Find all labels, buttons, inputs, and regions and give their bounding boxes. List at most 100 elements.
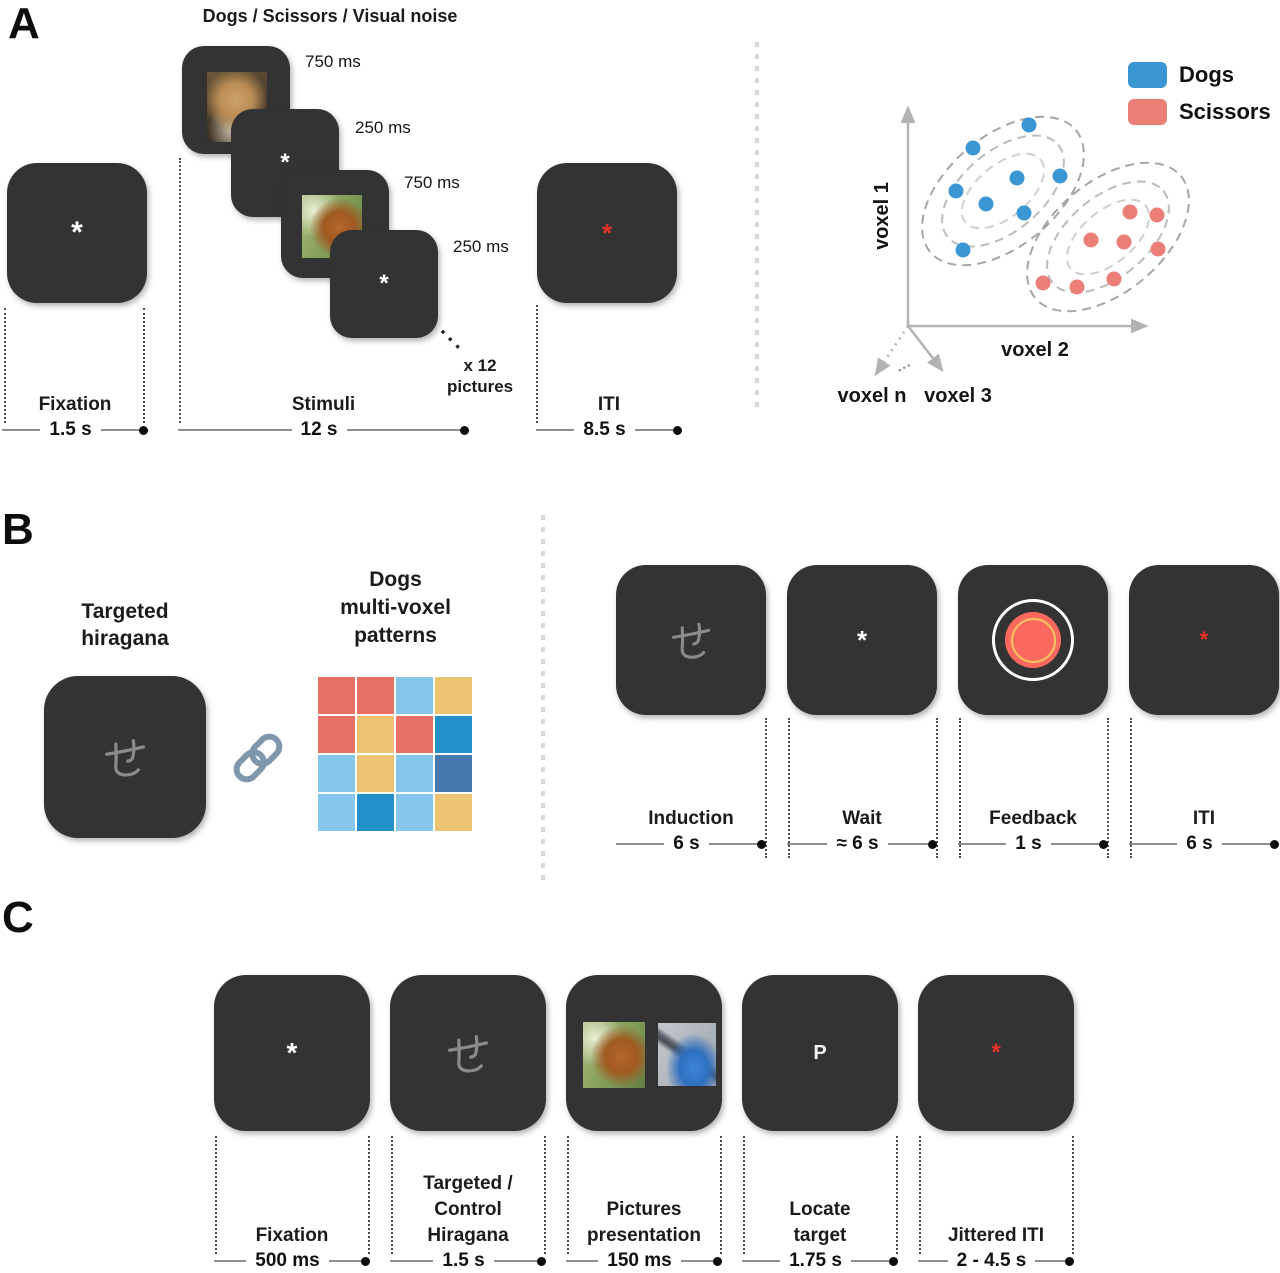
scissors-data-point xyxy=(1150,241,1166,257)
guide-line xyxy=(1107,718,1109,858)
feedback-fill-circle xyxy=(1005,612,1061,668)
dogs-swatch xyxy=(1128,62,1167,88)
guide-line xyxy=(896,1136,898,1254)
timing-250ms-1: 250 ms xyxy=(355,118,411,137)
y-axis-label: voxel 1 xyxy=(871,182,893,250)
dogs-data-point xyxy=(978,196,994,212)
locate-target-letter: P xyxy=(813,1041,827,1064)
timeline-end-dot xyxy=(1065,1256,1074,1266)
scissors-data-point xyxy=(1106,271,1122,287)
panel-b-label: B xyxy=(2,505,34,554)
scissors-photo xyxy=(658,1023,716,1086)
pattern-cell xyxy=(435,677,472,714)
timeline-end-dot xyxy=(460,425,470,435)
stimulus-asterisk-1: * xyxy=(280,149,290,176)
pattern-cell xyxy=(435,755,472,792)
stimulus-asterisk-2: * xyxy=(379,270,389,297)
timeline-c-fixation-time: 500 ms xyxy=(255,1250,320,1271)
axis-ellipsis: ··· xyxy=(894,357,915,379)
n-axis-label: voxel n xyxy=(838,385,907,407)
stimuli-categories-title: Dogs / Scissors / Visual noise xyxy=(202,6,458,26)
cluster-ellipses xyxy=(921,115,1190,313)
dogs-data-point xyxy=(1016,205,1032,221)
dogs-legend-label: Dogs xyxy=(1179,62,1234,87)
legend-row-scissors: Scissors xyxy=(1128,99,1271,125)
timing-750ms-2: 750 ms xyxy=(404,173,460,192)
multivoxel-pattern-grid xyxy=(318,677,472,831)
timeline-c-pictures-time: 150 ms xyxy=(607,1250,672,1271)
pattern-cell xyxy=(396,755,433,792)
guide-line xyxy=(788,718,790,858)
dogs-data-point xyxy=(1021,117,1037,133)
guide-line xyxy=(567,1136,569,1254)
timeline-fixation-time: 1.5 s xyxy=(49,419,92,440)
dogs-data-point xyxy=(948,183,964,199)
dogs-data-point xyxy=(1052,168,1068,184)
timeline-iti-a: ITI 8.5 s xyxy=(536,392,683,440)
link-icon xyxy=(233,733,283,783)
scissors-cluster-ellipse xyxy=(1046,180,1170,294)
timeline-iti-a-time: 8.5 s xyxy=(583,419,626,440)
pattern-cell xyxy=(435,794,472,831)
pattern-cell xyxy=(318,755,355,792)
feedback-gold-ring xyxy=(1010,617,1056,663)
pattern-cell xyxy=(357,794,394,831)
timeline-stimuli: Stimuli 12 s xyxy=(178,392,470,440)
timeline-iti-b: ITI 6 s xyxy=(1129,806,1280,854)
hiragana-se-glyph xyxy=(671,622,711,659)
timeline-c-jittered-iti-time: 2 - 4.5 s xyxy=(956,1250,1027,1271)
timeline-end-dot xyxy=(673,425,683,435)
multivoxel-title: Dogs multi-voxel patterns xyxy=(318,566,473,650)
c-iti-asterisk: * xyxy=(991,1039,1001,1066)
timeline-stimuli-label: Stimuli xyxy=(291,394,356,415)
feedback-outer-ring xyxy=(992,599,1074,681)
dogs-data-point xyxy=(1009,170,1025,186)
dog-photo-3 xyxy=(583,1022,645,1088)
guide-line xyxy=(936,718,938,858)
guide-line xyxy=(1130,718,1132,858)
timeline-end-dot xyxy=(139,425,149,435)
timeline-feedback-time: 1 s xyxy=(1015,833,1042,854)
timeline-c-hiragana: Targeted / Control Hiragana 1.5 s xyxy=(390,1140,547,1271)
pattern-cell xyxy=(318,794,355,831)
timeline-c-pictures-line2: presentation xyxy=(586,1225,702,1246)
panel-c-label: C xyxy=(2,893,34,942)
scissors-data-point xyxy=(1122,204,1138,220)
c-locate-screen: P xyxy=(742,975,898,1131)
n-axis xyxy=(874,325,910,377)
timeline-c-locate: Locate target 1.75 s xyxy=(742,1140,899,1271)
guide-line xyxy=(368,1136,370,1254)
guide-line xyxy=(1072,1136,1074,1254)
fixation-screen: * xyxy=(7,163,147,303)
guide-line xyxy=(143,308,145,423)
guide-line xyxy=(765,718,767,858)
panel-a-label: A xyxy=(8,0,40,48)
iti-screen-a: * xyxy=(537,163,677,303)
c-iti-screen: * xyxy=(918,975,1074,1131)
stimulus-screen-4: * xyxy=(330,230,438,338)
timing-750ms-1: 750 ms xyxy=(305,52,361,71)
timeline-wait-time: ≈ 6 s xyxy=(836,833,879,854)
iti-screen-b: * xyxy=(1129,565,1279,715)
scissors-data-point xyxy=(1116,234,1132,250)
timeline-fixation: Fixation 1.5 s xyxy=(2,392,149,440)
scissors-data-point xyxy=(1083,232,1099,248)
guide-line xyxy=(391,1136,393,1254)
pattern-cell xyxy=(357,755,394,792)
scatter-points xyxy=(948,117,1166,295)
timeline-end-dot xyxy=(361,1256,371,1266)
scissors-data-point xyxy=(1069,279,1085,295)
timeline-c-locate-line1: Locate xyxy=(789,1199,851,1220)
timeline-wait: Wait ≈ 6 s xyxy=(787,806,937,854)
scissors-legend-label: Scissors xyxy=(1179,99,1271,124)
pattern-cell xyxy=(435,716,472,753)
scissors-data-point xyxy=(1035,275,1051,291)
timeline-induction: Induction 6 s xyxy=(616,806,767,854)
timeline-feedback-label: Feedback xyxy=(989,808,1077,829)
timeline-end-dot xyxy=(713,1256,723,1266)
hiragana-se-glyph xyxy=(447,1034,489,1073)
timeline-c-pictures: Pictures presentation 150 ms xyxy=(566,1140,723,1271)
pattern-cell xyxy=(357,677,394,714)
targeted-title-line2: hiragana xyxy=(81,627,169,650)
